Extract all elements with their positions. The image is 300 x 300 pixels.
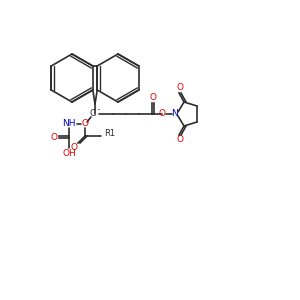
Text: NH: NH — [62, 119, 76, 128]
Text: R1: R1 — [104, 130, 116, 139]
Text: O: O — [82, 119, 88, 128]
Text: OH: OH — [62, 148, 76, 158]
Text: N: N — [172, 110, 178, 118]
Text: O: O — [70, 143, 77, 152]
Text: O: O — [50, 133, 58, 142]
Text: O: O — [149, 94, 157, 103]
Text: O: O — [158, 110, 166, 118]
Text: O: O — [176, 83, 184, 92]
Text: ·: · — [97, 104, 101, 118]
Text: O: O — [176, 136, 184, 145]
Text: C: C — [90, 110, 96, 118]
